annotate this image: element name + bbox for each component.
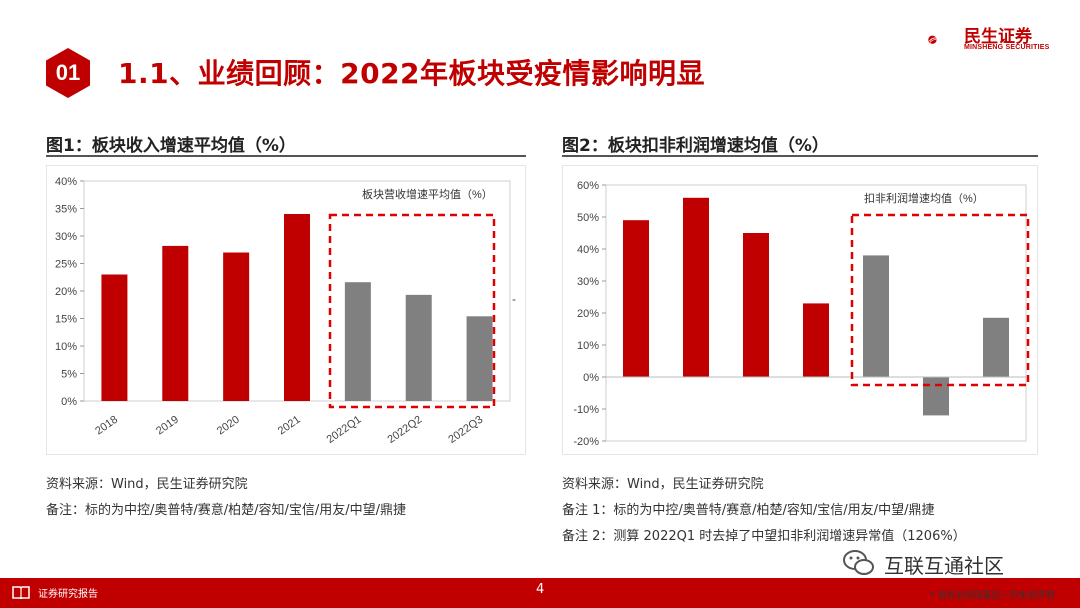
watermark-text: 互联互通社区: [884, 554, 1004, 578]
c1-xtick-label: 2022Q3: [446, 414, 485, 446]
wechat-icon: [843, 550, 874, 575]
c1-xtick-label: 2019: [154, 414, 181, 438]
c1-bar-2021: [284, 214, 310, 401]
figure1-title: 图1：板块收入增速平均值（%）: [46, 136, 296, 156]
figure2-title: 图2：板块扣非利润增速均值（%）: [562, 136, 829, 156]
figure2-remark2: 备注 2：测算 2022Q1 时去掉了中望扣非利润增速异常值（1206%）: [562, 529, 966, 544]
section-number: 01: [55, 60, 81, 85]
figure2-source: 资料来源：Wind，民生证券研究院: [562, 477, 764, 492]
c1-ytick-label: 10%: [55, 341, 77, 353]
section-hexagon-badge: [46, 48, 90, 98]
c2-outer-border: [562, 165, 1038, 455]
figure1-source: 资料来源：Wind，民生证券研究院: [46, 477, 248, 492]
figure2-remark1: 备注 1：标的为中控/奥普特/赛意/柏楚/容知/宝信/用友/中望/鼎捷: [562, 503, 935, 518]
c2-ytick-label: 40%: [577, 244, 599, 256]
page-number: 4: [536, 582, 545, 597]
c1-bar-2022Q2: [405, 294, 432, 401]
c2-bar-2020: [743, 233, 769, 377]
c1-ytick-label: 30%: [55, 231, 77, 243]
c2-bar-2018: [623, 220, 649, 377]
c1-bar-2019: [162, 245, 189, 401]
chart-revenue-growth: 0% 5% 10% 15% 20% 25% 30% 35% 40% 2018 2019 2020 202…: [46, 165, 526, 455]
c2-chart-title: 扣非利润增速均值（%）: [864, 191, 984, 205]
figure1-remark: 备注：标的为中控/奥普特/赛意/柏楚/容知/宝信/用友/中望/鼎捷: [46, 503, 407, 518]
footer-disclaimer: * 请务必阅读最后一页免责声明: [930, 591, 1055, 601]
c1-ytick-label: 40%: [55, 176, 77, 188]
c2-ytick-label: 30%: [577, 276, 599, 288]
footer-bar: [0, 578, 1080, 608]
c1-ytick-label: 5%: [61, 369, 77, 381]
c2-ytick-label: 10%: [577, 340, 599, 352]
c1-xtick-label: 2022Q1: [325, 414, 364, 446]
c2-ytick-label: -10%: [573, 404, 599, 416]
c1-ytick-label: 35%: [55, 204, 77, 216]
c1-stray-mark: -: [512, 292, 516, 306]
c1-xtick-label: 2018: [93, 414, 120, 438]
c1-ytick-label: 15%: [55, 314, 77, 326]
c2-bar-2022Q2: [923, 377, 949, 416]
c1-ytick-label: 25%: [55, 259, 77, 271]
figure2-title-rule: [562, 155, 1038, 157]
minsheng-logo-icon: [928, 35, 937, 44]
figure1-title-rule: [46, 155, 526, 157]
chart-profit-growth: -20%-10%0%10%20%30%40%50%60%201820192020…: [562, 165, 1038, 455]
logo-text-en: MINSHENG SECURITIES: [964, 44, 1050, 51]
c1-xtick-label: 2020: [215, 414, 242, 438]
c1-xtick-label: 2021: [276, 414, 303, 438]
c2-ytick-label: -20%: [573, 436, 599, 448]
c2-highlight-box: [850, 213, 1030, 387]
c2-ytick-label: 60%: [577, 180, 599, 192]
c2-bar-2022Q3: [983, 317, 1009, 377]
footer-report-label: 证券研究报告: [38, 589, 98, 600]
c2-ytick-label: 20%: [577, 308, 599, 320]
c1-bar-2022Q1: [344, 282, 371, 401]
c1-chart-title: 板块营收增速平均值（%）: [362, 187, 493, 201]
c1-xtick-label: 2022Q2: [385, 414, 424, 446]
c1-ytick-label: 0%: [61, 396, 77, 408]
c1-outer-border: [46, 165, 526, 455]
c2-bar-2021: [803, 303, 829, 377]
c2-ytick-label: 50%: [577, 212, 599, 224]
c1-bar-2020: [223, 252, 250, 401]
c2-bar-2022Q1: [863, 255, 889, 377]
logo-text-cn: 民生证券: [964, 27, 1032, 47]
page-title: 1.1、业绩回顾：2022年板块受疫情影响明显: [118, 57, 706, 90]
c1-bar-2022Q3: [466, 316, 493, 401]
c1-bar-2018: [101, 274, 128, 401]
c1-highlight-box: [328, 213, 496, 409]
book-icon: [12, 586, 30, 599]
c2-bar-2019: [683, 197, 709, 377]
c1-ytick-label: 20%: [55, 286, 77, 298]
c2-ytick-label: 0%: [583, 372, 599, 384]
